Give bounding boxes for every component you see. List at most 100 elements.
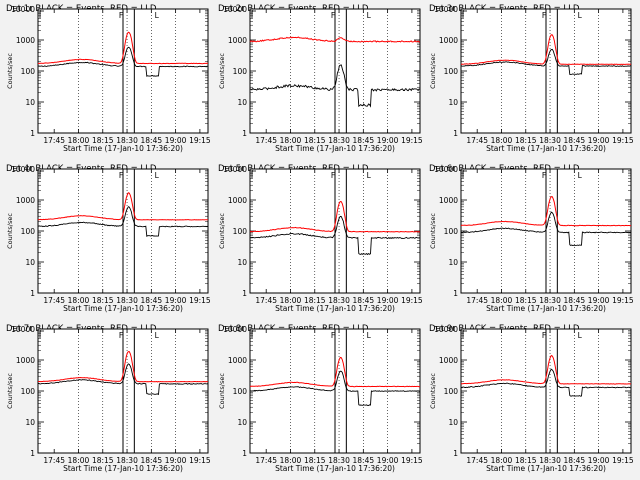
marker-label: F	[119, 11, 123, 20]
x-axis-label: Start Time (17-Jan-10 17:36:20)	[275, 304, 395, 313]
y-tick-label: 100	[233, 67, 248, 76]
x-tick-label: 19:00	[377, 456, 399, 465]
x-tick-label: 19:00	[377, 296, 399, 305]
detector-panel-2: Det 2r BLACK = Events, RED = LLD17:4518:…	[218, 4, 423, 153]
y-tick-label: 100	[444, 387, 459, 396]
marker-label: F	[119, 171, 123, 180]
marker-label: F	[119, 331, 123, 340]
y-tick-label: 10000	[434, 5, 458, 14]
y-axis-label: Counts/sec	[6, 373, 14, 409]
x-tick-label: 18:30	[116, 136, 138, 145]
x-tick-label: 18:00	[491, 296, 513, 305]
x-tick-label: 17:45	[466, 456, 488, 465]
marker-label: F	[331, 171, 335, 180]
y-tick-label: 1	[453, 129, 458, 138]
y-tick-label: 1000	[16, 36, 35, 45]
y-tick-label: 10	[448, 98, 458, 107]
lld-series-line	[249, 356, 421, 388]
y-tick-label: 100	[233, 387, 248, 396]
y-tick-label: 1000	[439, 356, 458, 365]
y-tick-label: 1	[30, 289, 35, 298]
x-tick-label: 18:15	[92, 136, 114, 145]
events-series-line	[460, 368, 631, 397]
x-tick-label: 18:15	[515, 456, 537, 465]
y-tick-label: 10	[448, 418, 458, 427]
y-axis-label: Counts/sec	[429, 373, 437, 409]
x-tick-label: 19:15	[189, 136, 211, 145]
x-tick-label: 18:00	[68, 296, 90, 305]
y-tick-label: 1000	[228, 36, 247, 45]
marker-label: L	[155, 171, 160, 180]
x-axis-label: Start Time (17-Jan-10 17:36:20)	[275, 464, 395, 473]
x-tick-label: 19:00	[377, 136, 399, 145]
detector-panel-3: Det 3r BLACK = Events, RED = LLD17:4518:…	[429, 4, 634, 153]
y-tick-label: 100	[233, 227, 248, 236]
y-tick-label: 100	[21, 227, 36, 236]
x-tick-label: 18:45	[564, 456, 586, 465]
x-tick-label: 18:00	[68, 136, 90, 145]
x-tick-label: 17:45	[466, 296, 488, 305]
x-tick-label: 18:00	[280, 456, 302, 465]
lld-series-line	[460, 354, 631, 385]
x-tick-label: 17:45	[255, 296, 277, 305]
y-tick-label: 10	[25, 418, 35, 427]
events-series-line	[249, 215, 421, 256]
y-tick-label: 10000	[434, 325, 458, 334]
x-tick-label: 19:15	[401, 136, 423, 145]
x-axis-label: Start Time (17-Jan-10 17:36:20)	[63, 144, 183, 153]
x-tick-label: 18:30	[539, 296, 561, 305]
marker-label: F	[542, 331, 546, 340]
x-tick-label: 18:45	[353, 136, 375, 145]
events-series-line	[460, 48, 632, 75]
y-axis-label: Counts/sec	[218, 373, 226, 409]
lld-series-line	[460, 34, 631, 66]
x-tick-label: 19:15	[612, 456, 634, 465]
x-tick-label: 19:15	[401, 296, 423, 305]
y-tick-label: 10000	[223, 5, 247, 14]
x-tick-label: 18:30	[328, 136, 350, 145]
y-tick-label: 10	[237, 258, 247, 267]
events-series-line	[37, 206, 209, 237]
x-tick-label: 18:30	[328, 296, 350, 305]
x-tick-label: 17:45	[466, 136, 488, 145]
marker-label: L	[367, 171, 372, 180]
x-axis-label: Start Time (17-Jan-10 17:36:20)	[486, 304, 606, 313]
y-tick-label: 1	[242, 449, 247, 458]
y-tick-label: 1000	[228, 356, 247, 365]
x-tick-label: 17:45	[255, 136, 277, 145]
x-tick-label: 18:45	[353, 296, 375, 305]
detector-panel-1: Det 1r BLACK = Events, RED = LLD17:4518:…	[6, 4, 211, 153]
y-tick-label: 1	[453, 289, 458, 298]
x-tick-label: 18:15	[304, 136, 326, 145]
detector-panel-5: Det 5r BLACK = Events, RED = LLD17:4518:…	[218, 164, 423, 313]
y-tick-label: 1	[242, 289, 247, 298]
y-tick-label: 10	[448, 258, 458, 267]
x-tick-label: 18:45	[564, 136, 586, 145]
y-axis-label: Counts/sec	[218, 53, 226, 89]
y-tick-label: 1000	[16, 356, 35, 365]
marker-label: L	[367, 11, 372, 20]
y-tick-label: 1000	[439, 196, 458, 205]
y-tick-label: 1000	[228, 196, 247, 205]
x-tick-label: 19:00	[165, 456, 187, 465]
events-series-line	[37, 363, 209, 396]
x-tick-label: 18:00	[280, 136, 302, 145]
x-tick-label: 18:30	[116, 456, 138, 465]
x-tick-label: 18:45	[353, 456, 375, 465]
events-series-line	[250, 64, 420, 108]
events-series-line	[460, 211, 632, 247]
y-tick-label: 10000	[223, 325, 247, 334]
x-tick-label: 19:15	[189, 296, 211, 305]
detector-panel-9: Det 9r BLACK = Events, RED = LLD17:4518:…	[429, 324, 634, 473]
marker-label: L	[578, 171, 583, 180]
x-tick-label: 19:15	[189, 456, 211, 465]
marker-label: L	[155, 331, 160, 340]
detector-panel-8: Det 8r BLACK = Events, RED = LLD17:4518:…	[218, 324, 423, 473]
y-tick-label: 10000	[11, 165, 35, 174]
y-tick-label: 10000	[11, 5, 35, 14]
x-tick-label: 18:45	[141, 296, 163, 305]
y-tick-label: 10000	[434, 165, 458, 174]
lld-series-line	[460, 196, 631, 227]
marker-label: L	[367, 331, 372, 340]
